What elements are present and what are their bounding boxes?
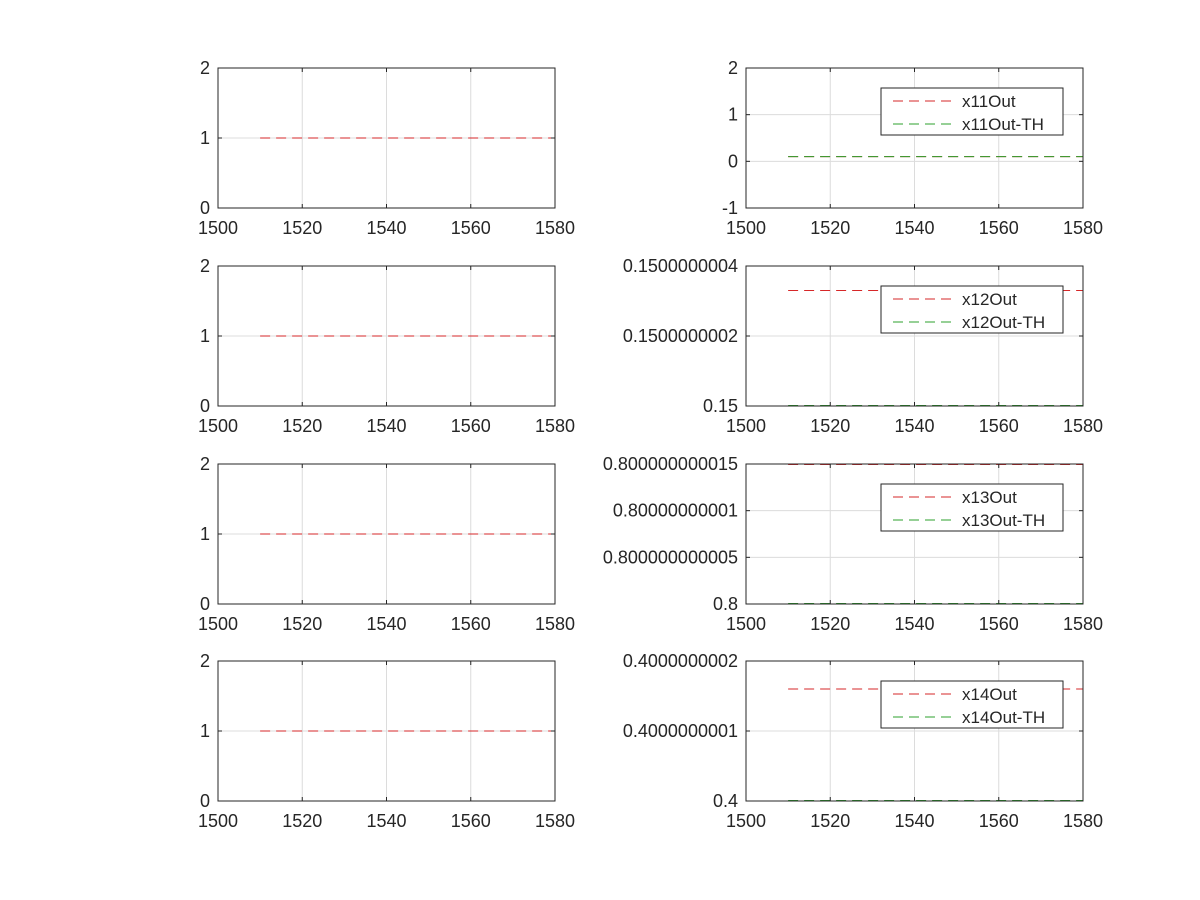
x-tick-label: 1520: [282, 416, 322, 436]
y-tick-label: 0.4: [713, 791, 738, 811]
subplot-8: 1500 1520 1540 1560 1580 0.4 0.4000000001 0.400…: [623, 651, 1103, 831]
x-tick-label: 1560: [451, 218, 491, 238]
x-tick-label: 1520: [282, 614, 322, 634]
legend-box: [880, 483, 1064, 532]
y-tick-label: 0: [728, 151, 738, 171]
y-tick-label: 0.800000000015: [603, 454, 738, 474]
y-tick-label: 0.1500000004: [623, 256, 738, 276]
x-tick-label: 1580: [535, 218, 575, 238]
x-tick-label: 1580: [535, 614, 575, 634]
x-tick-label: 1540: [366, 416, 406, 436]
y-tick-label: 1: [200, 721, 210, 741]
legend-label: x11Out-TH: [962, 115, 1044, 134]
x-tick-label: 1520: [810, 218, 850, 238]
y-tick-label: 0.800000000005: [603, 547, 738, 567]
y-tick-label: 0: [200, 198, 210, 218]
x-tick-label: 1540: [366, 218, 406, 238]
y-tick-label: -1: [722, 198, 738, 218]
x-tick-label: 1580: [535, 811, 575, 831]
x-tick-label: 1540: [894, 811, 934, 831]
subplot-2: 1500 1520 1540 1560 1580 -1 0 1 2 x11Out x11Out-TH: [722, 58, 1103, 238]
x-tick-label: 1560: [979, 218, 1019, 238]
x-tick-label: 1540: [894, 614, 934, 634]
y-tick-label: 1: [200, 524, 210, 544]
subplot-6: 1500 1520 1540 1560 1580 0.8 0.800000000005 0.8…: [603, 454, 1103, 634]
y-tick-label: 0.80000000001: [613, 501, 738, 521]
x-tick-label: 1560: [979, 416, 1019, 436]
x-tick-label: 1540: [366, 614, 406, 634]
x-tick-label: 1500: [726, 416, 766, 436]
y-tick-label: 1: [728, 105, 738, 125]
y-tick-label: 2: [728, 58, 738, 78]
x-tick-label: 1520: [282, 218, 322, 238]
legend: x14Out x14Out-TH: [880, 680, 1064, 729]
x-tick-label: 1540: [894, 218, 934, 238]
y-tick-label: 0: [200, 791, 210, 811]
x-tick-label: 1580: [1063, 811, 1103, 831]
subplot-4: 1500 1520 1540 1560 1580 0.15 0.1500000002 0.15…: [623, 256, 1103, 436]
y-tick-label: 0.8: [713, 594, 738, 614]
y-tick-label: 2: [200, 58, 210, 78]
x-tick-label: 1580: [1063, 614, 1103, 634]
x-tick-label: 1560: [979, 614, 1019, 634]
subplot-3: 1500 1520 1540 1560 1580 0 1 2: [198, 256, 575, 436]
subplot-1: 1500 1520 1540 1560 1580 0 1 2: [198, 58, 575, 238]
x-tick-label: 1540: [894, 416, 934, 436]
x-tick-label: 1500: [198, 811, 238, 831]
x-tick-label: 1500: [726, 811, 766, 831]
legend-label: x14Out: [962, 685, 1017, 704]
legend-label: x11Out: [962, 92, 1016, 111]
legend: x13Out x13Out-TH: [880, 483, 1064, 532]
y-tick-label: 0: [200, 396, 210, 416]
x-tick-label: 1520: [810, 614, 850, 634]
legend-box: [880, 87, 1064, 136]
x-tick-label: 1560: [451, 614, 491, 634]
x-tick-label: 1580: [535, 416, 575, 436]
x-tick-label: 1500: [198, 218, 238, 238]
legend: x12Out x12Out-TH: [880, 285, 1064, 334]
y-tick-label: 2: [200, 454, 210, 474]
x-tick-label: 1520: [810, 811, 850, 831]
x-tick-label: 1580: [1063, 416, 1103, 436]
subplot-5: 1500 1520 1540 1560 1580 0 1 2: [198, 454, 575, 634]
y-tick-label: 0.15: [703, 396, 738, 416]
subplot-7: 1500 1520 1540 1560 1580 0 1 2: [198, 651, 575, 831]
x-tick-label: 1520: [810, 416, 850, 436]
y-tick-label: 2: [200, 256, 210, 276]
legend-box: [880, 285, 1064, 334]
y-tick-label: 1: [200, 128, 210, 148]
y-tick-label: 0: [200, 594, 210, 614]
y-tick-label: 0.1500000002: [623, 326, 738, 346]
legend-label: x12Out: [962, 290, 1017, 309]
x-tick-label: 1500: [198, 416, 238, 436]
x-tick-label: 1580: [1063, 218, 1103, 238]
legend-label: x13Out-TH: [962, 511, 1045, 530]
x-tick-label: 1520: [282, 811, 322, 831]
legend-label: x14Out-TH: [962, 708, 1045, 727]
x-tick-label: 1560: [451, 416, 491, 436]
y-tick-label: 1: [200, 326, 210, 346]
legend: x11Out x11Out-TH: [880, 87, 1064, 136]
y-tick-label: 0.4000000002: [623, 651, 738, 671]
x-tick-label: 1560: [979, 811, 1019, 831]
x-tick-label: 1500: [198, 614, 238, 634]
legend-box: [880, 680, 1064, 729]
x-tick-label: 1540: [366, 811, 406, 831]
y-tick-label: 2: [200, 651, 210, 671]
x-tick-label: 1560: [451, 811, 491, 831]
legend-label: x13Out: [962, 488, 1017, 507]
legend-label: x12Out-TH: [962, 313, 1045, 332]
x-tick-label: 1500: [726, 218, 766, 238]
y-tick-label: 0.4000000001: [623, 721, 738, 741]
x-tick-label: 1500: [726, 614, 766, 634]
